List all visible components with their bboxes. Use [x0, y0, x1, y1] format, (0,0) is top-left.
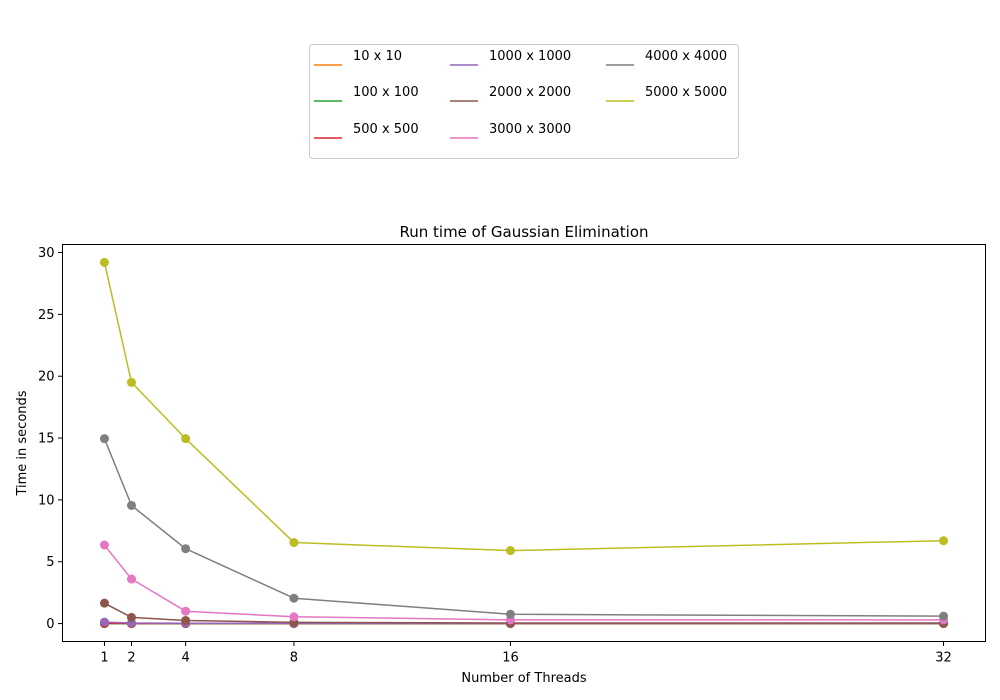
series-group [99, 257, 949, 629]
x-axis-label: Number of Threads [461, 671, 586, 686]
data-point [127, 377, 137, 387]
legend-item: 10 x 10 [314, 49, 402, 66]
x-tick-label: 1 [100, 651, 108, 666]
x-tick-label: 16 [502, 651, 519, 666]
series-6 [99, 434, 949, 621]
data-point [181, 615, 191, 625]
data-point [127, 612, 137, 622]
plot-frame [62, 244, 986, 642]
x-tick-label: 8 [290, 651, 298, 666]
legend-label: 100 x 100 [353, 85, 419, 100]
legend-item: 4000 x 4000 [606, 49, 727, 66]
plot-area [62, 244, 986, 642]
data-point [289, 538, 299, 548]
legend: 10 x 10 100 x 100 500 x 500 1000 x 1000 2000… [309, 44, 739, 159]
data-point [505, 546, 515, 556]
data-point [505, 609, 515, 619]
data-point [127, 574, 137, 584]
data-point [939, 611, 949, 621]
series-7 [99, 257, 949, 556]
x-axis: 1 2 4 8 16 32 [100, 641, 952, 666]
legend-item: 100 x 100 [314, 85, 419, 102]
series-line [103, 602, 945, 624]
legend-item: 500 x 500 [314, 122, 419, 139]
y-tick-label: 30 [38, 246, 55, 261]
data-point [99, 540, 109, 550]
legend-items: 10 x 10 100 x 100 500 x 500 1000 x 1000 2000… [314, 49, 727, 139]
y-tick-label: 10 [38, 493, 55, 508]
data-point [181, 544, 191, 554]
chart-title: Run time of Gaussian Elimination [399, 223, 648, 241]
x-tick-label: 4 [182, 651, 190, 666]
data-point [127, 500, 137, 510]
legend-item: 3000 x 3000 [450, 122, 571, 139]
y-tick-label: 15 [38, 432, 55, 447]
data-point [181, 606, 191, 616]
legend-label: 5000 x 5000 [645, 85, 727, 100]
x-tick-label: 32 [935, 651, 952, 666]
y-tick-label: 20 [38, 370, 55, 385]
data-point [289, 593, 299, 603]
series-line [103, 261, 945, 552]
legend-label: 1000 x 1000 [489, 49, 571, 64]
y-tick-label: 5 [46, 555, 54, 570]
x-tick-label: 2 [127, 651, 135, 666]
y-tick-label: 25 [38, 308, 55, 323]
series-line [103, 544, 945, 621]
legend-label: 500 x 500 [353, 122, 419, 137]
legend-label: 3000 x 3000 [489, 122, 571, 137]
y-axis-label: Time in seconds [15, 390, 30, 496]
y-tick-label: 0 [46, 617, 54, 632]
data-point [181, 434, 191, 444]
legend-label: 10 x 10 [353, 49, 402, 64]
data-point [939, 536, 949, 546]
legend-label: 2000 x 2000 [489, 85, 571, 100]
data-point [99, 257, 109, 267]
y-axis: 0 5 10 15 20 25 30 [38, 246, 63, 632]
data-point [99, 598, 109, 608]
legend-label: 4000 x 4000 [645, 49, 727, 64]
series-line [103, 437, 945, 617]
legend-item: 2000 x 2000 [450, 85, 571, 102]
data-point [99, 617, 109, 627]
legend-frame [309, 44, 739, 159]
series-5 [99, 540, 949, 625]
legend-item: 1000 x 1000 [450, 49, 571, 66]
data-point [289, 612, 299, 622]
data-point [99, 434, 109, 444]
legend-item: 5000 x 5000 [606, 85, 727, 102]
